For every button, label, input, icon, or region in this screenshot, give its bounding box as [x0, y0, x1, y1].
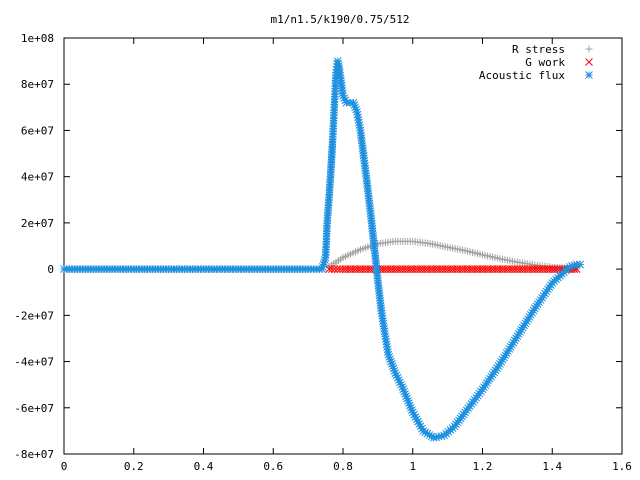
series-layer — [60, 57, 585, 442]
g-work-point — [325, 265, 333, 273]
legend-marker-acoustic-flux — [585, 71, 593, 79]
acoustic-flux-point — [576, 260, 585, 269]
legend-marker-r-stress — [585, 45, 593, 53]
x-axis: 0 0.2 0.4 0.6 0.8 1 1.2 1.4 1.6 — [61, 38, 632, 473]
x-tick-label: 0.4 — [194, 460, 214, 473]
legend-label-acoustic-flux: Acoustic flux — [479, 69, 565, 82]
x-tick-label: 0.6 — [263, 460, 283, 473]
y-axis: -8e+07 -6e+07 -4e+07 -2e+07 0 2e+07 4e+07 6e+07… — [14, 32, 622, 461]
x-tick-label: 1.4 — [542, 460, 562, 473]
y-tick-label: 0 — [47, 263, 54, 276]
legend-marker-g-work — [585, 58, 593, 66]
legend-label-g-work: G work — [525, 56, 565, 69]
chart-title: m1/n1.5/k190/0.75/512 — [270, 13, 409, 26]
y-tick-label: 2e+07 — [21, 217, 54, 230]
x-tick-label: 0 — [61, 460, 68, 473]
g-work-point — [330, 265, 339, 273]
g-work-point — [327, 265, 336, 273]
x-tick-label: 0.2 — [124, 460, 144, 473]
legend-label-r-stress: R stress — [512, 43, 565, 56]
series-acoustic-flux — [60, 57, 585, 442]
x-tick-label: 1.6 — [612, 460, 632, 473]
y-tick-label: 8e+07 — [21, 78, 54, 91]
series-g-work — [325, 265, 581, 273]
x-tick-label: 0.8 — [333, 460, 353, 473]
y-tick-label: -8e+07 — [14, 448, 54, 461]
y-tick-label: -2e+07 — [14, 309, 54, 322]
y-tick-label: 1e+08 — [21, 32, 54, 45]
y-tick-label: 6e+07 — [21, 124, 54, 137]
x-tick-label: 1.2 — [473, 460, 493, 473]
y-tick-label: -4e+07 — [14, 356, 54, 369]
y-tick-label: 4e+07 — [21, 171, 54, 184]
y-tick-label: -6e+07 — [14, 402, 54, 415]
g-work-point — [333, 265, 342, 273]
x-tick-label: 1 — [409, 460, 416, 473]
